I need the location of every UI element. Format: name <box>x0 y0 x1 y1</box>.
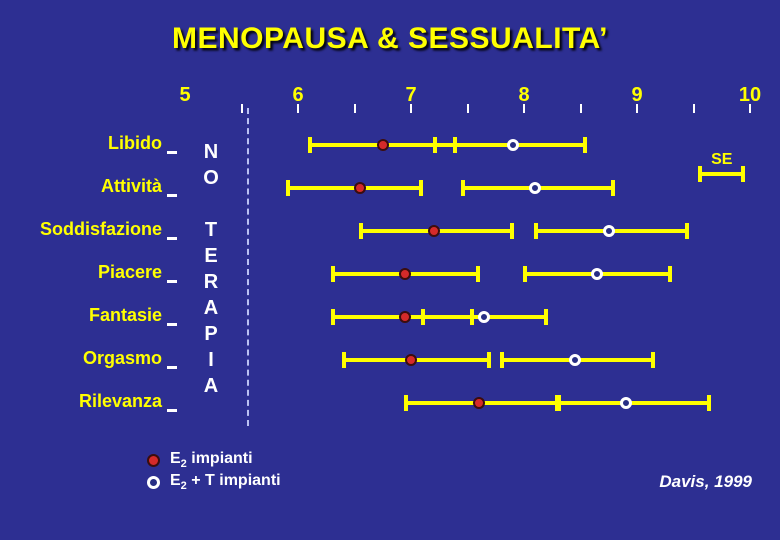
open-data-marker <box>529 182 542 194</box>
category-label: Rilevanza <box>78 391 162 411</box>
category-label: Libido <box>108 133 162 153</box>
filled-data-marker <box>427 225 440 237</box>
category-label: Orgasmo <box>82 348 162 368</box>
legend-label-base: E <box>170 449 181 467</box>
category-tick-mark <box>167 280 177 283</box>
category-tick-mark <box>167 151 177 154</box>
legend-label-sub: 2 <box>180 458 187 471</box>
x-axis-tick-label: 8 <box>518 84 530 106</box>
x-axis-tick-mark <box>240 104 243 113</box>
category-tick-mark <box>167 194 177 197</box>
x-axis-tick-mark <box>749 104 751 113</box>
open-circle-marker-icon <box>147 475 160 489</box>
category-label: Soddisfazione <box>39 219 162 239</box>
x-axis-tick-mark <box>353 104 356 113</box>
category-label: Piacere <box>97 262 162 282</box>
category-tick-mark <box>167 237 177 240</box>
category-tick-mark <box>167 323 177 326</box>
open-data-marker <box>506 139 519 151</box>
x-axis-tick-label: 7 <box>405 84 417 106</box>
x-axis-tick-label: 10 <box>738 84 762 106</box>
category-label: Fantasie <box>88 305 162 325</box>
legend-label-e2-t: E2 + T impianti <box>170 472 281 492</box>
legend-label-e2: E2 impianti <box>170 450 253 470</box>
category-tick-mark <box>167 409 177 412</box>
open-data-marker <box>478 311 491 323</box>
error-bar <box>556 395 711 411</box>
category-tick-mark <box>167 366 177 369</box>
x-axis-tick-mark <box>523 104 525 113</box>
x-axis-tick-mark <box>466 104 469 113</box>
filled-circle-marker-icon <box>147 453 160 467</box>
legend-label-base: E <box>170 471 181 489</box>
x-axis-tick-mark <box>410 104 412 113</box>
se-error-bar <box>698 166 746 182</box>
legend-label-sub: 2 <box>180 480 187 493</box>
x-axis-tick-mark <box>297 104 299 113</box>
x-axis-tick-label: 5 <box>179 84 191 106</box>
filled-data-marker <box>399 311 412 323</box>
x-axis-tick-label: 9 <box>631 84 643 106</box>
open-data-marker <box>591 268 604 280</box>
slide-title: MENOPAUSA & SESSUALITA’ <box>172 22 608 55</box>
no-therapy-vertical-label: N O T E R A P I A <box>203 141 219 397</box>
legend-item-e2: E2 impianti <box>147 449 281 471</box>
category-label: Attività <box>100 176 162 196</box>
x-axis-tick-mark <box>636 104 638 113</box>
legend-item-e2-t: E2 + T impianti <box>147 471 281 493</box>
x-axis-tick-label: 6 <box>292 84 304 106</box>
filled-data-marker <box>354 182 367 194</box>
filled-data-marker <box>399 268 412 280</box>
filled-data-marker <box>472 397 485 409</box>
open-data-marker <box>619 397 632 409</box>
se-label: SE <box>711 151 733 168</box>
open-data-marker <box>568 354 581 366</box>
filled-data-marker <box>405 354 417 366</box>
x-axis-tick-mark <box>692 104 695 113</box>
legend-label-rest: + T impianti <box>186 471 281 489</box>
legend-label-rest: impianti <box>186 449 253 467</box>
filled-data-marker <box>376 139 389 151</box>
open-data-marker <box>602 225 615 237</box>
citation: Davis, 1999 <box>659 472 752 491</box>
x-axis-tick-mark <box>579 104 582 113</box>
chart-legend: E2 impianti E2 + T impianti <box>147 449 281 493</box>
no-therapy-reference-line <box>247 108 250 426</box>
